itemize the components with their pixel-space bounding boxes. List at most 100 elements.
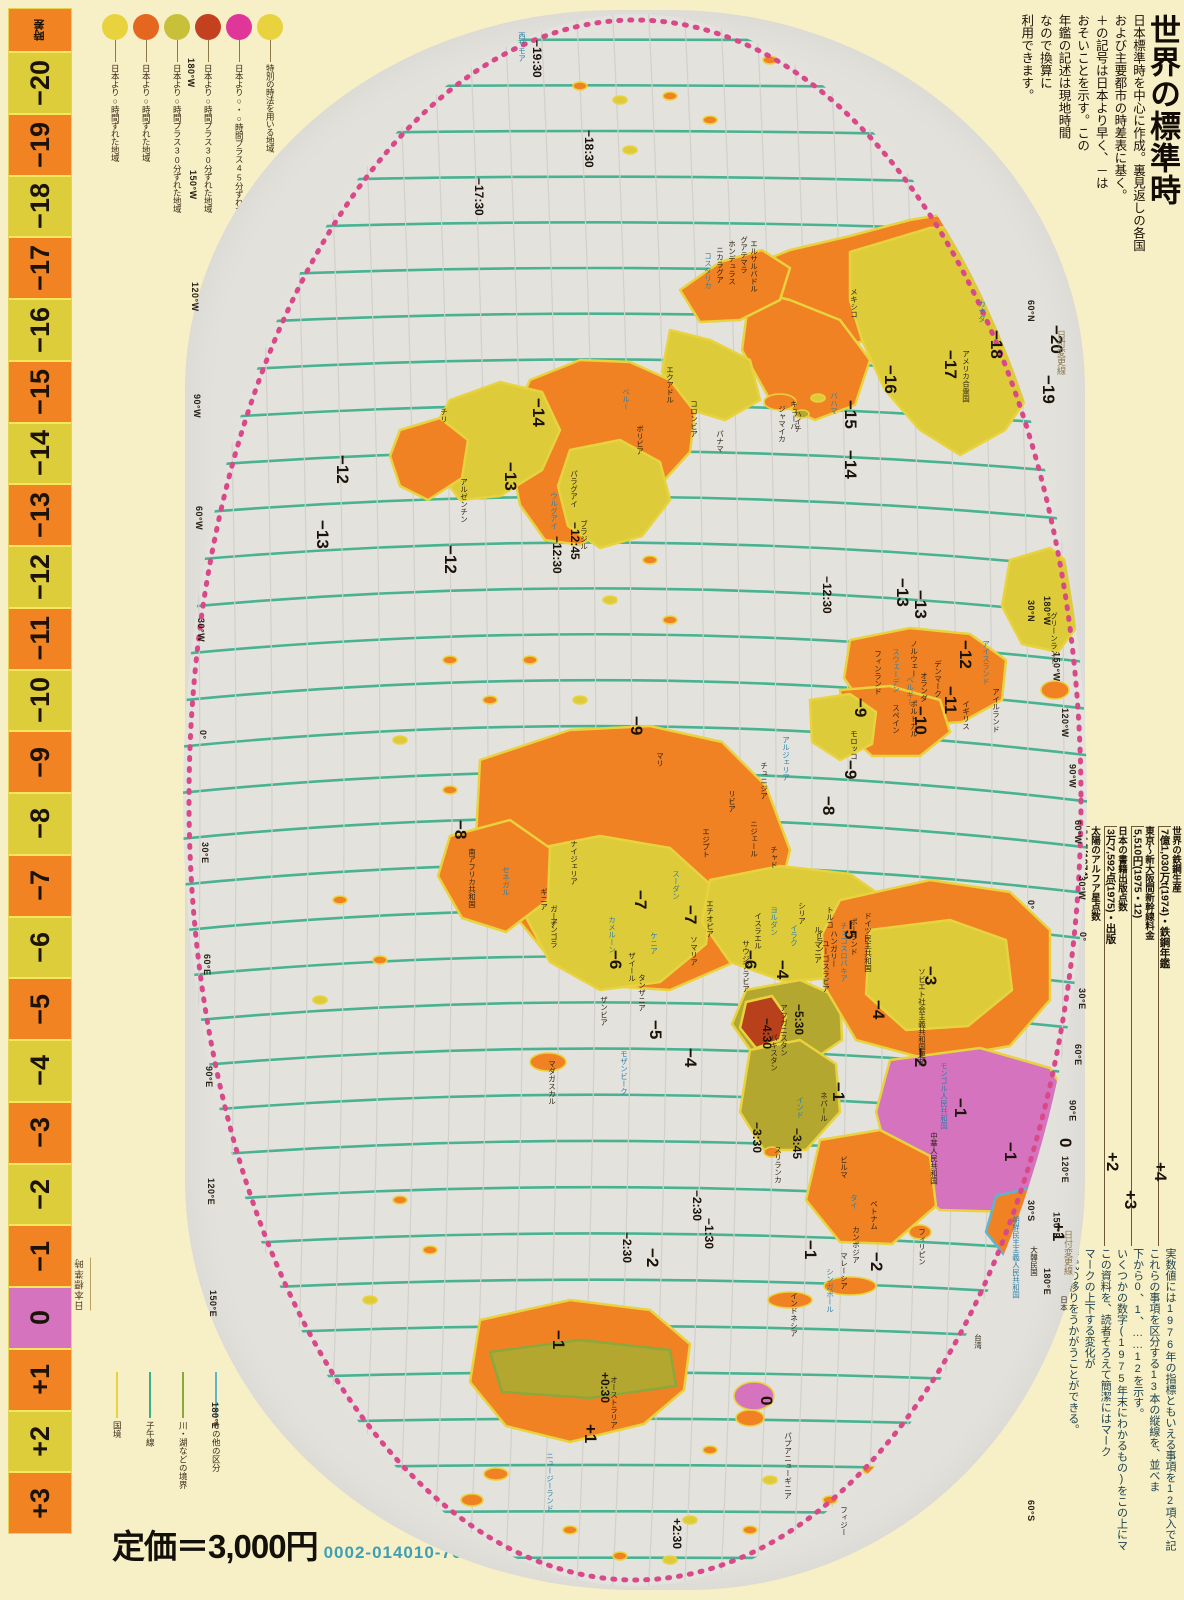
line-legend-swatch — [115, 1372, 119, 1418]
scale-cell-minus17[interactable]: −17 — [9, 238, 71, 300]
description-line-0: 日本標準時を中心に作成。裏見返しの各国 — [1131, 14, 1145, 252]
date-line-label: 日付変更線 — [1056, 330, 1066, 375]
line-legend-item-0: 国境 — [104, 1372, 130, 1438]
legend-stem — [207, 40, 209, 62]
country-label: コロンビア — [689, 400, 699, 438]
country-label: カナダ — [977, 300, 987, 323]
legend-label: 日本より○時間プラス30分ずれた地域 — [203, 64, 214, 213]
scale-cell-minus1[interactable]: −1 — [9, 1226, 71, 1288]
island-pacific-4 — [572, 81, 588, 91]
scale-cell-label: 0 — [24, 1310, 55, 1326]
scale-cell-0[interactable]: 0 — [9, 1288, 71, 1350]
international-date-line — [186, 17, 1084, 1583]
scale-cell-minus9[interactable]: −9 — [9, 732, 71, 794]
zone-offset-label: −1 — [1001, 1142, 1020, 1162]
zone-offset-label: 0 — [1056, 1138, 1075, 1148]
latitude-label: 60°N — [1026, 300, 1036, 323]
world-map[interactable]: −19:30 −18:30 −17:30 −20 −19 −18 −17 −16 −15 −14−… — [150, 0, 1170, 1600]
legend-item-2: 日本より○時間プラス30分ずれた地域 — [162, 14, 192, 239]
legend-stem — [114, 40, 116, 62]
island-bahamas — [810, 393, 826, 403]
country-label: 朝鮮民主主義人民共和国 — [1011, 1216, 1021, 1299]
scale-cell-minus2[interactable]: −2 — [9, 1164, 71, 1227]
country-label: エクアドル — [665, 366, 675, 404]
island-pacific-21 — [762, 1475, 778, 1485]
country-label: ニカラグア — [715, 246, 725, 284]
price-value: 定価＝3,000円 — [112, 1528, 319, 1565]
country-label: キューバ — [789, 400, 799, 430]
zone-offset-label: −9 — [627, 716, 646, 736]
scale-cell-label: −15 — [24, 368, 55, 415]
zone-offset-label: −4 — [773, 960, 792, 980]
scale-cell-plus1[interactable]: +1 — [9, 1349, 71, 1412]
scale-cell-minus4[interactable]: −4 — [9, 1041, 71, 1103]
scale-cell-label: −17 — [24, 245, 55, 292]
stat-name: 東京〜新大阪間新幹線料金 — [1143, 826, 1154, 940]
country-label: ホンデュラス — [727, 240, 737, 285]
country-label: ソビエト社会主義共和国連邦 — [917, 968, 927, 1066]
country-label: ケニア — [649, 932, 659, 955]
legend-swatch-dot — [102, 14, 128, 40]
country-label: サウジアラビア — [741, 940, 751, 993]
stat-item-1: 東京〜新大阪間新幹線料金 5,510円(1975・12) — [1130, 826, 1154, 1246]
zone-offset-label: +0:30 — [598, 1372, 612, 1404]
country-label: ユーゴスラビア — [821, 940, 831, 993]
scale-cell-minus18[interactable]: −18 — [9, 176, 71, 239]
stat-value: 5,510円(1975・12) — [1131, 826, 1144, 1246]
island-madagascar — [529, 1052, 567, 1072]
scale-cell-plus3[interactable]: +3 — [9, 1473, 71, 1533]
zone-offset-label: −1 — [549, 1330, 568, 1350]
stat-name: 太陽のアルフア星点数 — [1089, 826, 1100, 921]
zone-offset-label: −6 — [741, 950, 760, 970]
country-label: パナマ — [715, 430, 725, 453]
page-title: 世界の標準時 — [1145, 14, 1180, 206]
scale-cell-minus11[interactable]: −11 — [9, 608, 71, 671]
island-pacific-3 — [622, 145, 638, 155]
zone-offset-label: +4 — [1151, 1162, 1170, 1182]
country-label: スウェーデン — [891, 648, 901, 693]
longitude-label-right: 30°E — [1076, 988, 1087, 1010]
island-pacific-14 — [522, 655, 538, 665]
country-label: 日本 — [1059, 1296, 1069, 1311]
scale-cell-minus5[interactable]: −5 — [9, 979, 71, 1041]
longitude-label-left: 30°W — [196, 618, 206, 643]
scale-cell-minus19[interactable]: −19 — [9, 114, 71, 177]
scale-cell-label: −7 — [24, 870, 55, 902]
scale-cell-minus6[interactable]: −6 — [9, 917, 71, 980]
scale-cell-minus13[interactable]: −13 — [9, 485, 71, 547]
island-pacific-1 — [662, 91, 678, 101]
scale-cell-minus3[interactable]: −3 — [9, 1102, 71, 1165]
zone-offset-label: −2 — [911, 1048, 930, 1068]
line-legend-item-3: その他の区分 — [203, 1372, 229, 1472]
scale-cell-plus2[interactable]: +2 — [9, 1411, 71, 1474]
island-pacific-28 — [742, 1525, 758, 1535]
scale-cell-label: −19 — [24, 121, 55, 168]
scale-cell-minus14[interactable]: −14 — [9, 423, 71, 486]
scale-cell-minus7[interactable]: −7 — [9, 855, 71, 918]
line-legend-swatch — [181, 1372, 185, 1418]
country-label: シンガポール — [825, 1268, 835, 1313]
line-legend-item-2: 川・湖などの境界 — [170, 1372, 196, 1489]
scale-cell-minus10[interactable]: −10 — [9, 670, 71, 733]
zone-offset-label: −13 — [501, 462, 520, 491]
scale-cell-minus15[interactable]: −15 — [9, 361, 71, 424]
country-label: ベトナム — [869, 1200, 879, 1230]
zone-offset-label: −10 — [911, 706, 930, 735]
time-offset-scale[interactable]: 時差 −20 −19 −18 −17 −16 −15 −14 −13 −12 −11 −10 −9 −8−… — [8, 8, 72, 1534]
line-legend-label: 川・湖などの境界 — [178, 1421, 189, 1489]
scale-cell-minus12[interactable]: −12 — [9, 547, 71, 609]
scale-cell-minus8[interactable]: −8 — [9, 794, 71, 856]
zone-offset-label: −1 — [801, 1240, 820, 1260]
country-label: アルジェリア — [781, 736, 791, 781]
scale-cell-minus16[interactable]: −16 — [9, 300, 71, 362]
scale-cell-label: −11 — [24, 616, 55, 661]
longitude-label-right: 0° — [1078, 932, 1088, 942]
country-label: タイ — [849, 1194, 859, 1209]
scale-cell-minus20[interactable]: −20 — [9, 53, 71, 115]
title-block: 世界の標準時 日本標準時を中心に作成。裏見返しの各国 および主要都市の時差表に基く… — [1015, 14, 1180, 314]
country-label: ハイチ — [793, 410, 803, 433]
country-label: ソマリア — [689, 936, 699, 966]
island-pacific-27 — [682, 1515, 698, 1525]
stat-value: 7億1,030万t(1974)・鉄鋼年鑑 — [1158, 826, 1171, 1246]
country-label: イラク — [789, 924, 799, 947]
